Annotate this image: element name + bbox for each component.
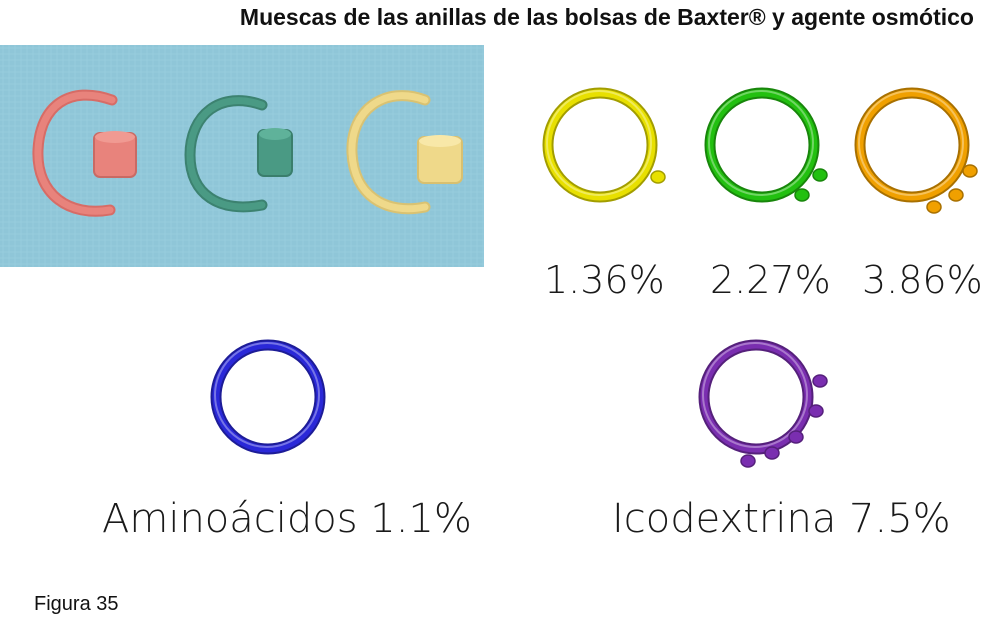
pink-bag-ring-icon [32, 89, 137, 217]
bag-rings-photo [0, 45, 484, 267]
label-3-86: 3.86% [862, 258, 983, 302]
figure-caption: Figura 35 [34, 593, 119, 615]
yellow-bag-ring-icon [346, 90, 463, 215]
label-aminoacidos: Aminoácidos 1.1% [102, 496, 472, 542]
green-bag-ring-icon [184, 95, 293, 213]
label-icodextrina: Icodextrina 7.5% [612, 496, 951, 542]
blue-ring-icon [208, 339, 338, 475]
figure-title: Muescas de las anillas de las bolsas de … [239, 4, 974, 30]
purple-ring-icon [696, 339, 828, 475]
green-ring-icon [702, 87, 832, 223]
orange-ring-icon [852, 87, 982, 223]
label-1-36: 1.36% [544, 258, 665, 302]
label-2-27: 2.27% [710, 258, 831, 302]
yellow-ring-icon [540, 87, 670, 223]
